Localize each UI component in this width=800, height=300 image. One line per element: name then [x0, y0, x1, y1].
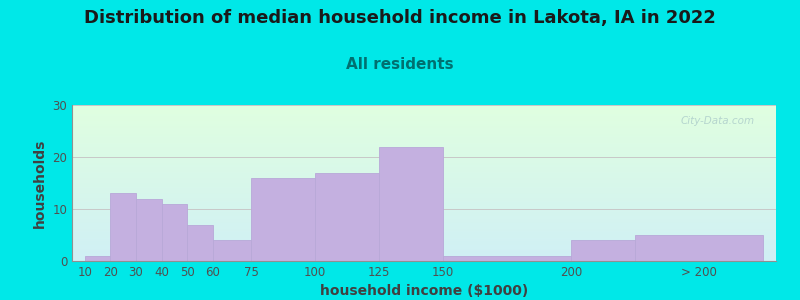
Bar — [571, 240, 635, 261]
Bar — [213, 240, 251, 261]
Bar — [136, 199, 162, 261]
X-axis label: household income ($1000): household income ($1000) — [320, 284, 528, 298]
Text: Distribution of median household income in Lakota, IA in 2022: Distribution of median household income … — [84, 9, 716, 27]
Bar — [443, 256, 571, 261]
Bar — [251, 178, 315, 261]
Bar — [187, 225, 213, 261]
Bar — [162, 204, 187, 261]
Bar — [110, 194, 136, 261]
Y-axis label: households: households — [33, 138, 46, 228]
Bar — [315, 172, 379, 261]
Bar — [635, 235, 763, 261]
Bar — [379, 147, 443, 261]
Bar — [85, 256, 110, 261]
Text: All residents: All residents — [346, 57, 454, 72]
Text: City-Data.com: City-Data.com — [681, 116, 755, 126]
